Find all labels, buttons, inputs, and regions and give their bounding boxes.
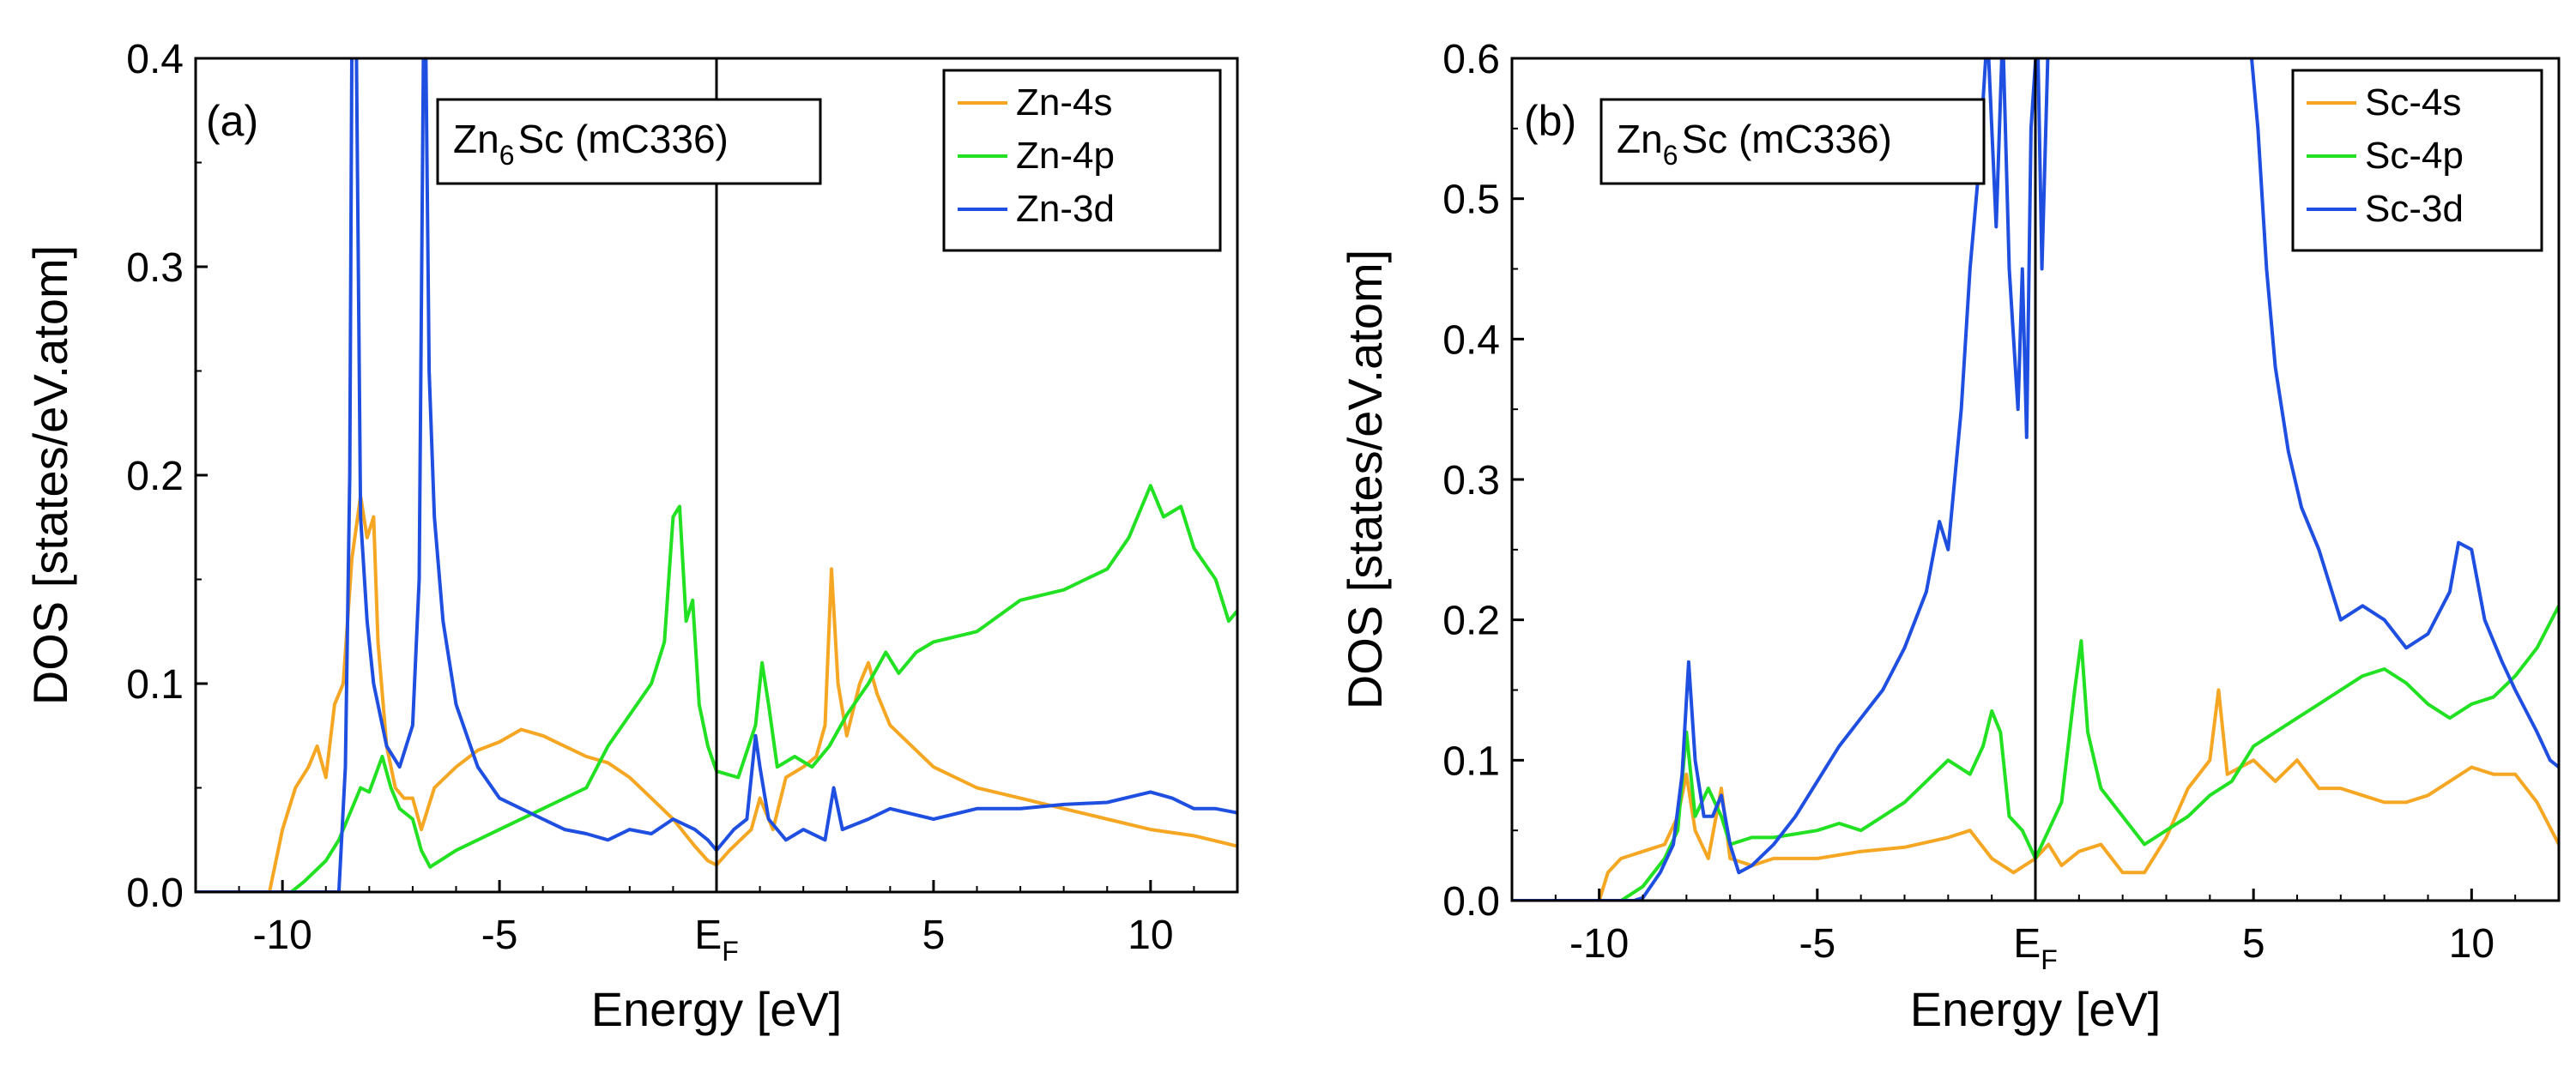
panel-a-annotation-frame <box>436 98 822 185</box>
panel-a-ytick-label: 0.1 <box>126 662 184 708</box>
panel-b-xtick-label: 10 <box>2449 921 2494 967</box>
panel-b-series <box>1512 58 2559 901</box>
panel-a-annotation-rest: Sc (mC336) <box>517 117 728 161</box>
panel-a-label: (a) <box>206 97 258 145</box>
panel-b-xtick-label: 5 <box>2242 921 2265 967</box>
series-sc-4s <box>1512 688 2559 901</box>
panel-a-legend-frame <box>942 69 1222 252</box>
panel-b-ytick-label: 0.5 <box>1442 178 1500 223</box>
panel-a-xtick-label: 5 <box>922 913 946 958</box>
panel-b-legend-frame <box>2291 69 2543 252</box>
panel-a-ytick-label: 0.2 <box>126 454 184 499</box>
panel-a-xtick-label: -5 <box>481 913 518 958</box>
panel-b: -10 -5 EF 5 10 0.0 0.1 0.2 0.3 0.4 0.5 0.6 Energy [… <box>1338 37 2561 1036</box>
legend-label-zn-4p: Zn-4p <box>1016 135 1115 177</box>
panel-a-series <box>196 58 1237 892</box>
panel-b-ytick-label: 0.0 <box>1442 879 1500 925</box>
panel-a-annotation-sub: 6 <box>499 140 515 171</box>
legend-label-sc-3d: Sc-3d <box>2365 188 2464 230</box>
panel-b-annotation-text: Zn6Sc (mC336) <box>1617 117 1892 171</box>
panel-b-label: (b) <box>1524 97 1576 145</box>
panel-a-xtick-label: -10 <box>252 913 311 958</box>
panel-b-xlabel: Energy [eV] <box>1910 982 2162 1036</box>
panel-a-annotation-main: Zn <box>453 117 499 161</box>
legend-label-sc-4s: Sc-4s <box>2365 81 2461 124</box>
panel-a-legend: Zn-4s Zn-4p Zn-3d <box>942 69 1222 252</box>
panel-a-xtick-label: 10 <box>1128 913 1173 958</box>
panel-b-ytick-label: 0.2 <box>1442 599 1500 644</box>
legend-label-sc-4p: Sc-4p <box>2365 135 2464 177</box>
panel-a-ylabel: DOS [states/eV.atom] <box>23 245 77 705</box>
series-zn-3d <box>196 58 1237 892</box>
panel-b-xtick-label-sub: F <box>2041 944 2058 975</box>
legend-label-zn-3d: Zn-3d <box>1016 188 1115 230</box>
panel-b-xtick-label: -5 <box>1799 921 1835 967</box>
series-zn-4p <box>196 484 1237 892</box>
series-sc-3d <box>1512 58 2559 901</box>
panel-a-ytick-label: 0.4 <box>126 37 184 82</box>
panel-a-ytick-label: 0.0 <box>126 871 184 916</box>
panel-b-xtick-label: EF <box>2013 921 2058 975</box>
panel-b-ylabel: DOS [states/eV.atom] <box>1338 250 1392 709</box>
panel-a-ytick-label: 0.3 <box>126 245 184 291</box>
panel-b-ticks: -10 -5 EF 5 10 0.0 0.1 0.2 0.3 0.4 0.5 0.6 <box>1442 37 2560 975</box>
panel-a-annotation-box: Zn6Sc (mC336) <box>436 98 822 185</box>
panel-b-ytick-label: 0.6 <box>1442 37 1500 82</box>
panel-b-annotation-box: Zn6Sc (mC336) <box>1599 98 1986 185</box>
panel-a-ticks: -10 -5 EF 5 10 0.0 0.1 0.2 0.3 0.4 <box>126 37 1238 967</box>
series-zn-4s <box>196 494 1237 892</box>
legend-label-zn-4s: Zn-4s <box>1016 81 1112 124</box>
panel-a-xtick-label: EF <box>694 913 739 967</box>
panel-a-xtick-label-sub: F <box>722 936 739 967</box>
panel-b-legend: Sc-4s Sc-4p Sc-3d <box>2291 69 2543 252</box>
panel-b-annotation-frame <box>1599 98 1986 185</box>
panel-b-annotation-main: Zn <box>1617 117 1663 161</box>
panel-a-annotation-text: Zn6Sc (mC336) <box>453 117 729 171</box>
panel-a-xlabel: Energy [eV] <box>591 982 843 1036</box>
panel-a: -10 -5 EF 5 10 0.0 0.1 0.2 0.3 0.4 Energy [eV] DO… <box>23 37 1239 1036</box>
panel-b-annotation-sub: 6 <box>1663 140 1678 171</box>
panel-b-annotation-rest: Sc (mC336) <box>1681 117 1891 161</box>
panel-b-ytick-label: 0.4 <box>1442 317 1500 363</box>
panel-b-ytick-label: 0.1 <box>1442 738 1500 784</box>
panel-b-xtick-label: -10 <box>1569 921 1629 967</box>
panel-b-ytick-label: 0.3 <box>1442 458 1500 503</box>
